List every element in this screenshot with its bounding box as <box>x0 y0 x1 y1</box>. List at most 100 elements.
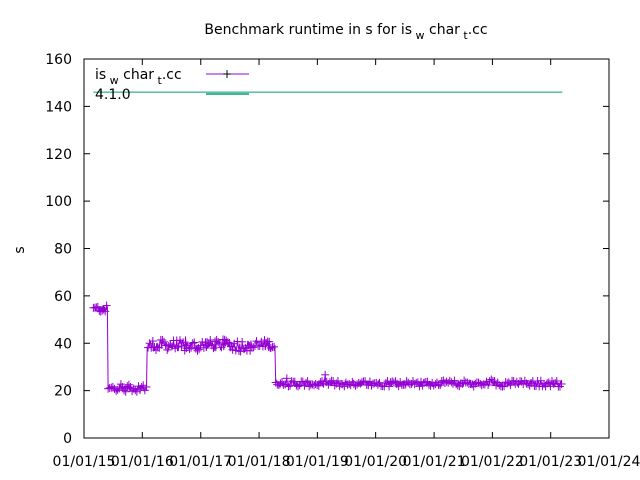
series-1-point <box>203 338 212 347</box>
series-1-point <box>524 380 533 389</box>
y-tick-label: 120 <box>45 147 72 163</box>
y-tick-label: 160 <box>45 52 72 68</box>
x-tick-label: 01/01/23 <box>519 454 582 470</box>
series-1-point <box>276 379 285 388</box>
series-1-point <box>101 307 110 316</box>
y-tick-label: 0 <box>63 431 72 447</box>
series-1-point <box>354 378 363 387</box>
x-tick-label: 01/01/18 <box>228 454 291 470</box>
series-1-point <box>325 378 334 387</box>
series-1-point <box>460 376 469 385</box>
series-1-point <box>298 377 307 386</box>
y-axis: 0 20 40 60 80 100 120 140 160 <box>45 52 609 447</box>
series-1-point <box>282 374 291 383</box>
legend-label-1-part-2: char <box>119 67 155 83</box>
x-tick-label: 01/01/19 <box>286 454 349 470</box>
series-1-point <box>303 377 312 386</box>
x-tick-label: 01/01/16 <box>111 454 174 470</box>
series-1-point <box>270 342 279 351</box>
series-1-point <box>420 378 429 387</box>
legend-label-series-1: is w char t.cc <box>95 67 182 87</box>
series-1-point <box>346 381 355 390</box>
series-layer <box>89 91 566 396</box>
series-1-point <box>490 377 499 386</box>
series-1-point <box>444 378 453 387</box>
series-1-point <box>404 378 413 387</box>
series-1-point <box>281 380 290 389</box>
series-1-point <box>177 342 186 351</box>
series-1-point <box>187 343 196 352</box>
chart-title: Benchmark runtime in s for is w char t.c… <box>204 22 487 42</box>
y-tick-label: 80 <box>54 242 72 258</box>
series-1-point <box>311 380 320 389</box>
series-1-point <box>266 344 275 353</box>
series-1-point <box>431 380 440 389</box>
series-1-point <box>341 378 350 387</box>
series-1-point <box>163 345 172 354</box>
series-1-point <box>424 380 433 389</box>
series-1-point <box>294 382 303 391</box>
series-1-point <box>340 382 349 391</box>
y-tick-label: 140 <box>45 99 72 115</box>
series-1-point <box>357 378 366 387</box>
series-1-point <box>214 338 223 347</box>
x-tick-label: 01/01/20 <box>344 454 407 470</box>
series-1-point <box>108 382 117 391</box>
series-1-point <box>228 345 237 354</box>
series-1-point <box>199 343 208 352</box>
series-1-point <box>246 346 255 355</box>
series-1-point <box>544 378 553 387</box>
series-1-point <box>495 381 504 390</box>
series-1-point <box>487 375 496 384</box>
series-1-point <box>353 380 362 389</box>
series-1-point <box>118 383 127 392</box>
series-1-point <box>238 337 247 346</box>
y-tick-label: 60 <box>54 289 72 305</box>
series-1-point <box>115 384 124 393</box>
series-1-point <box>126 383 135 392</box>
series-1-point <box>503 379 512 388</box>
series-1-point <box>174 343 183 352</box>
series-1-point <box>484 381 493 390</box>
series-1-point <box>302 378 311 387</box>
legend-label-1-sub-w: w <box>106 74 119 87</box>
series-1-point <box>252 337 261 346</box>
series-1-point <box>158 336 167 345</box>
series-1-point <box>447 378 456 387</box>
series-1-point <box>140 386 149 395</box>
series-1-point <box>552 376 561 385</box>
series-1-point <box>134 382 143 391</box>
series-1-point <box>193 346 202 355</box>
series-1-point <box>188 339 197 348</box>
series-1-point <box>295 381 304 390</box>
series-1-point <box>107 383 116 392</box>
series-1-point <box>132 387 141 396</box>
series-1-point <box>123 382 132 391</box>
legend: is w char t.cc + 4.1.0 <box>95 67 249 103</box>
series-1-point <box>155 343 164 352</box>
series-1-point <box>175 336 184 345</box>
series-1-point <box>319 379 328 388</box>
series-1-point <box>463 378 472 387</box>
series-1-point <box>209 344 218 353</box>
series-1-point <box>215 339 224 348</box>
series-1-point <box>436 381 445 390</box>
series-1-point <box>321 370 330 379</box>
series-1-point <box>191 344 200 353</box>
series-1-point <box>284 382 293 391</box>
series-1-point <box>450 376 459 385</box>
series-1-point <box>373 380 382 389</box>
series-1-point <box>93 302 102 311</box>
series-1-point <box>164 341 173 350</box>
series-1-point <box>249 343 258 352</box>
legend-label-1-part-1: is <box>95 67 106 83</box>
series-1-point <box>557 379 566 388</box>
series-1-point <box>179 338 188 347</box>
series-1-point <box>239 344 248 353</box>
series-1-point <box>244 341 253 350</box>
chart-title-part-2: char <box>425 22 461 38</box>
series-1-point <box>423 377 432 386</box>
series-1-point <box>211 337 220 346</box>
chart-title-sub-t: t <box>460 29 468 42</box>
series-1-point <box>121 387 130 396</box>
